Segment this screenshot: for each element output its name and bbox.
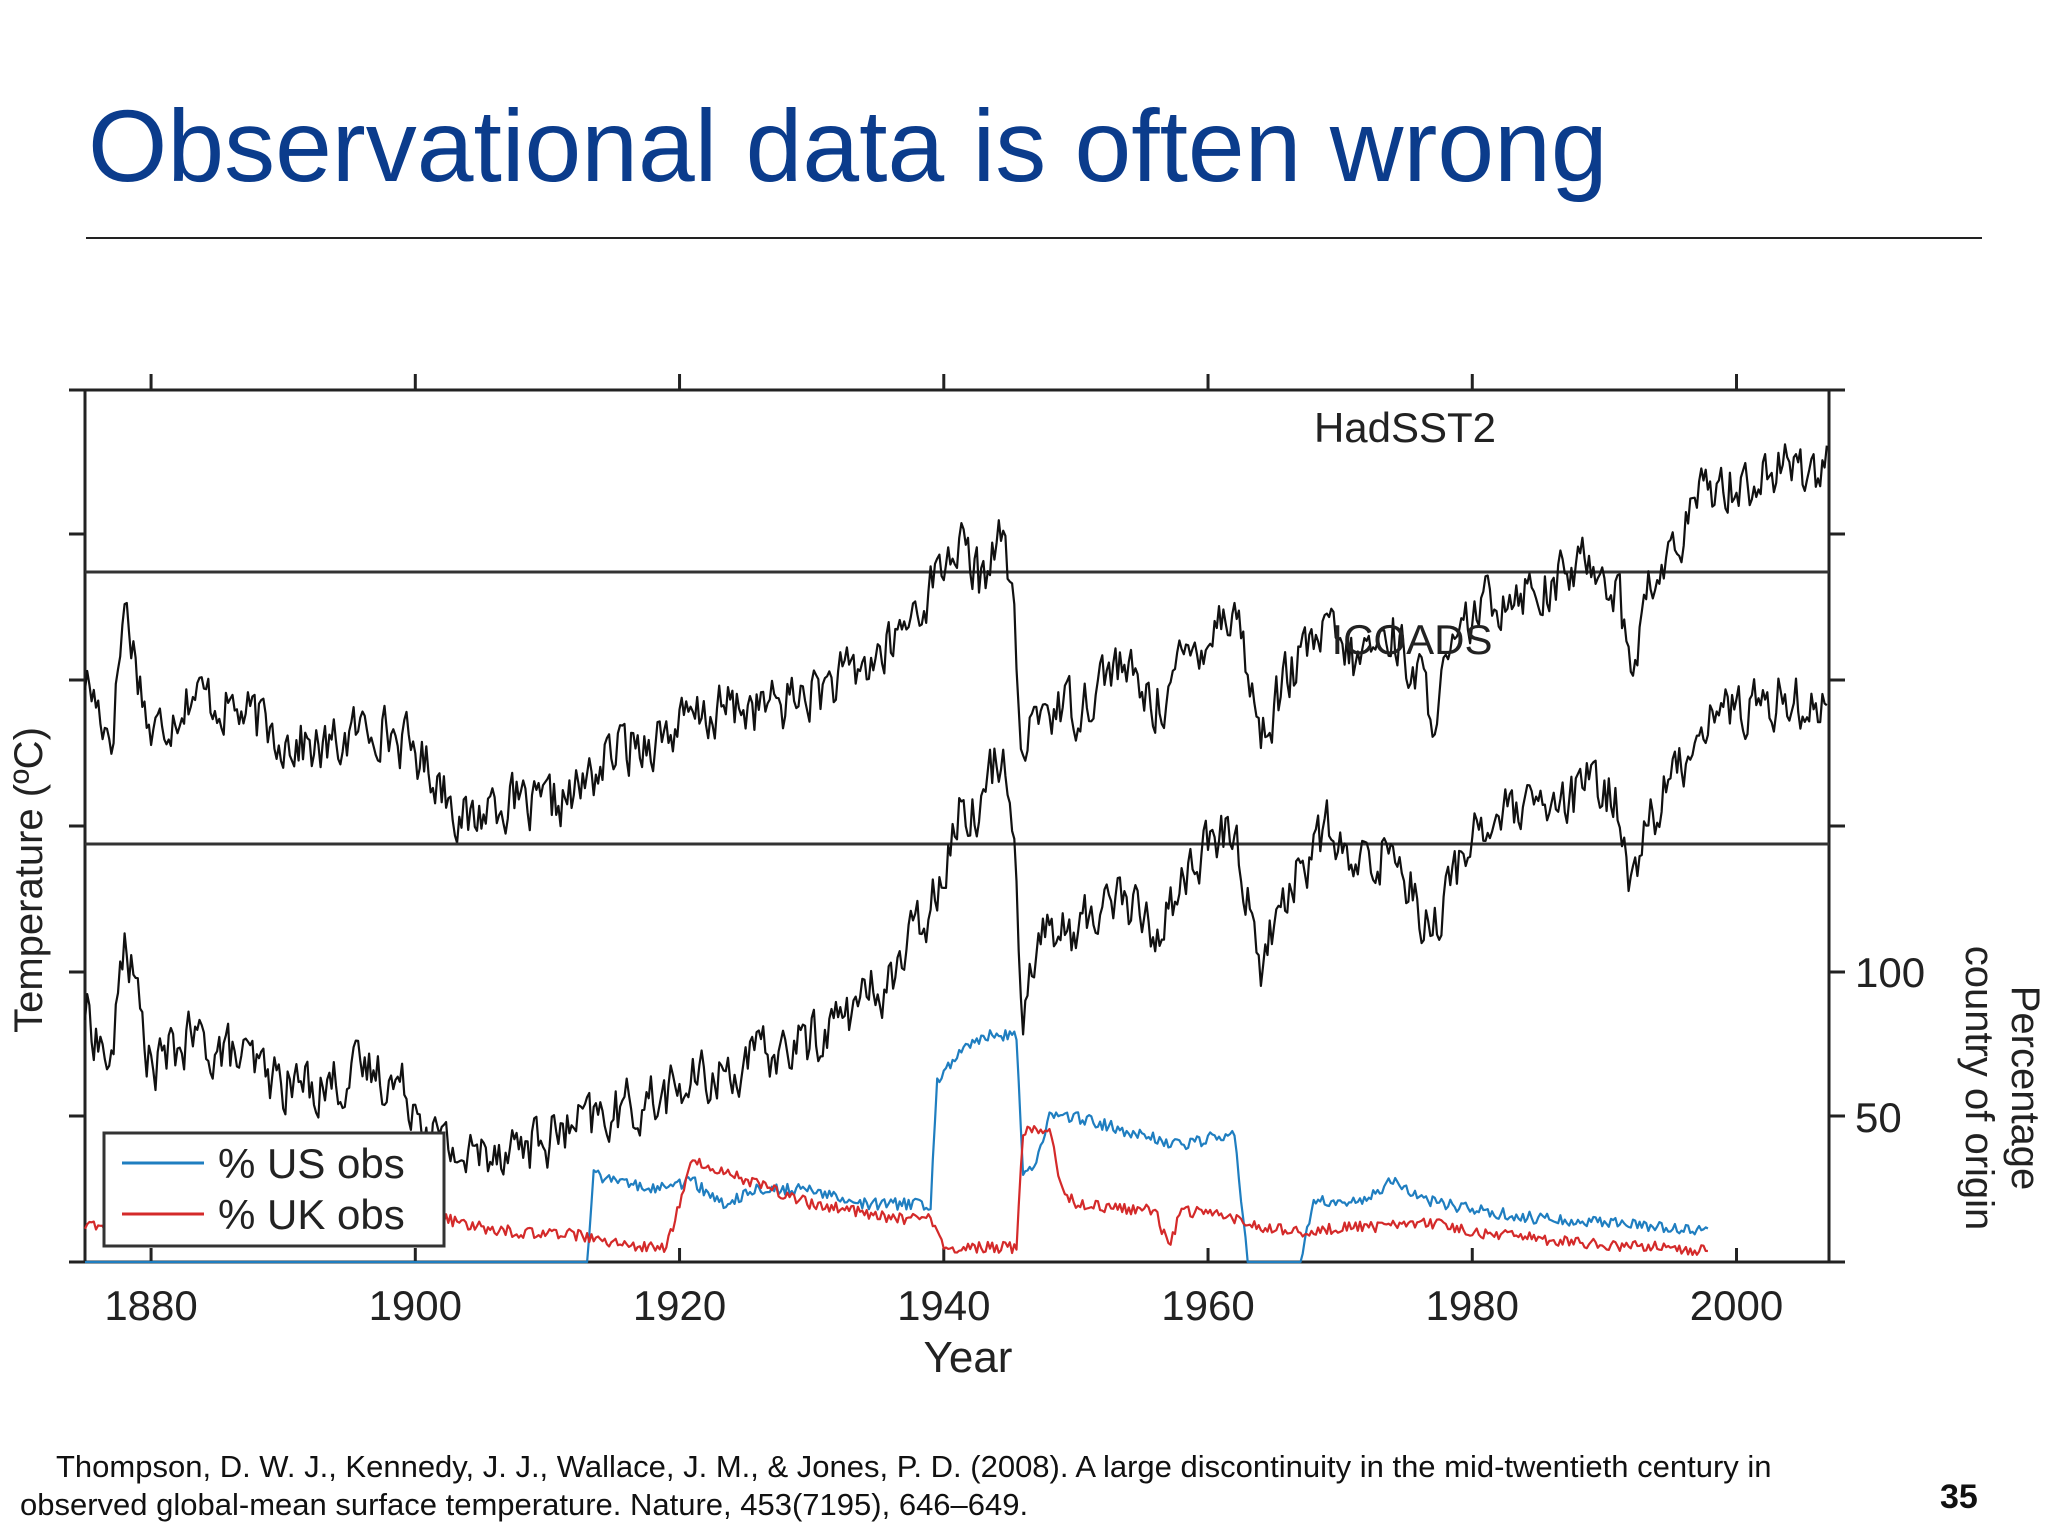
title-divider <box>86 237 1982 239</box>
legend-entry-us: % US obs <box>218 1140 405 1187</box>
x-axis-label: Year <box>924 1333 1013 1382</box>
x-tick-label: 2000 <box>1690 1282 1783 1329</box>
x-tick-label: 1900 <box>369 1282 462 1329</box>
y2-axis-label-line2: country of origin <box>1957 946 2001 1231</box>
page-number: 35 <box>1940 1478 1978 1517</box>
y2-tick-label: 50 <box>1855 1094 1902 1141</box>
series-label-hadsst2: HadSST2 <box>1314 404 1496 451</box>
series-label-icoads: ICOADS <box>1331 616 1492 663</box>
x-tick-label: 1880 <box>104 1282 197 1329</box>
x-tick-label: 1920 <box>633 1282 726 1329</box>
x-tick-label: 1980 <box>1426 1282 1519 1329</box>
y2-tick-label: 100 <box>1855 949 1925 996</box>
x-tick-label: 1940 <box>897 1282 990 1329</box>
x-tick-label: 1960 <box>1161 1282 1254 1329</box>
legend-entry-uk: % UK obs <box>218 1191 405 1238</box>
citation: Thompson, D. W. J., Kennedy, J. J., Wall… <box>20 1448 1960 1524</box>
y2-axis-label-line1: Percentage <box>2003 986 2047 1191</box>
slide-title: Observational data is often wrong <box>88 88 1608 205</box>
chart-legend: % US obs % UK obs <box>104 1133 444 1246</box>
y-axis-label: Temperature (ºC) <box>7 727 51 1033</box>
temperature-chart: 1880 1900 1920 1940 1960 1980 2000 50 100 HadSST2… <box>0 360 2048 1420</box>
citation-line-1: Thompson, D. W. J., Kennedy, J. J., Wall… <box>20 1448 1960 1486</box>
citation-line-2: observed global-mean surface temperature… <box>20 1486 1960 1524</box>
